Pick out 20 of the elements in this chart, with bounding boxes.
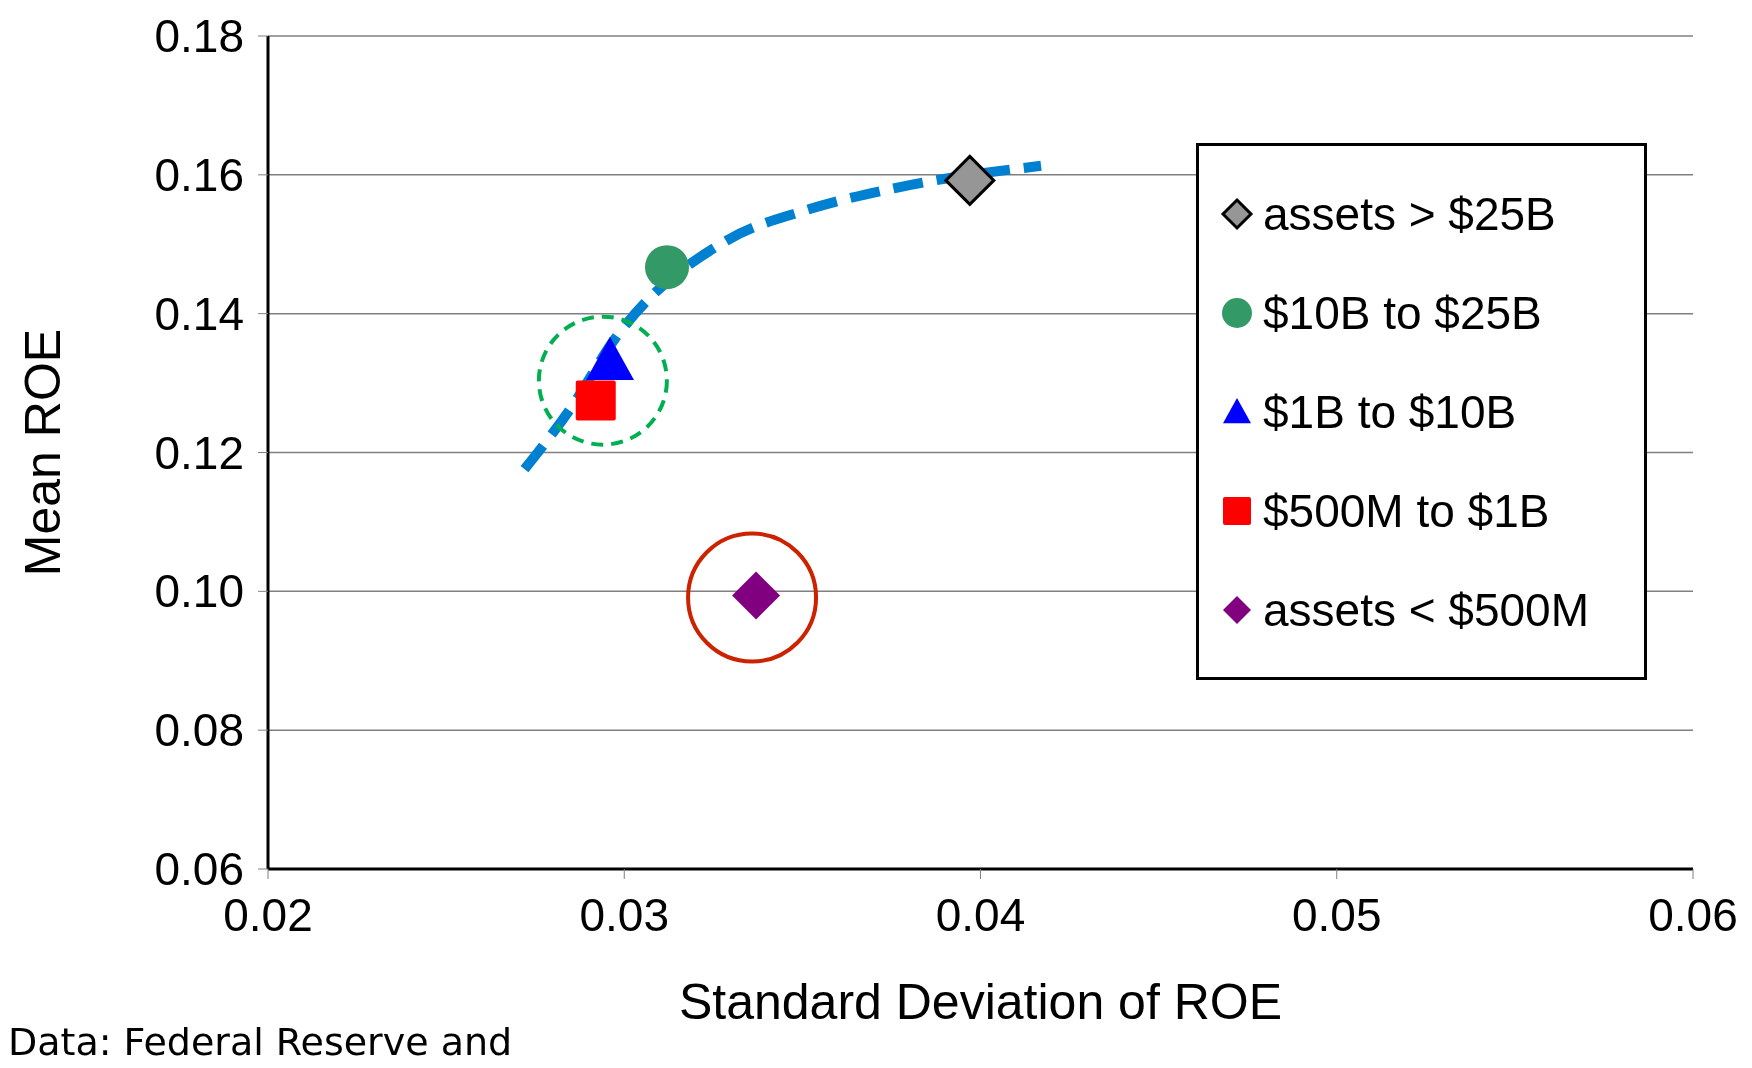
y-tick-label: 0.16 [154,148,244,201]
legend-label: assets > $25B [1263,186,1556,241]
y-tick-label: 0.10 [154,565,244,618]
x-axis-title: Standard Deviation of ROE [678,974,1283,1030]
legend-label: assets < $500M [1263,582,1590,637]
y-tick-label: 0.12 [154,426,244,479]
y-tick-label: 0.14 [154,287,244,340]
y-axis-title: Mean ROE [15,328,71,577]
point [645,245,689,290]
legend-label: $500M to $1B [1263,483,1550,538]
x-tick-label: 0.03 [579,889,670,941]
point [944,154,996,206]
x-tick-label: 0.04 [935,889,1026,941]
legend-label: $10B to $25B [1263,285,1542,340]
x-tick-label: 0.06 [1648,889,1738,941]
text: Data: Federal Reserve and [8,1020,513,1064]
x-tick-label: 0.05 [1291,889,1382,941]
y-tick-label: 0.18 [154,10,244,62]
y-tick-label: 0.08 [154,704,244,757]
legend-label: $1B to $10B [1263,384,1517,439]
